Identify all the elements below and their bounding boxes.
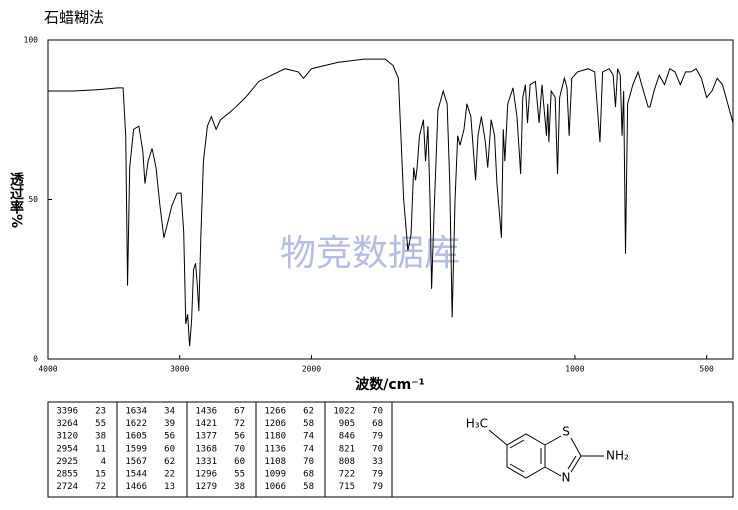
table-transmittance: 62 (164, 457, 175, 467)
table-transmittance: 55 (234, 470, 245, 480)
table-transmittance: 72 (95, 482, 106, 492)
table-transmittance: 23 (95, 407, 106, 417)
table-wavenumber: 846 (339, 432, 355, 442)
molecule-bonds (488, 429, 604, 479)
x-axis-label: 波数/cm⁻¹ (355, 376, 425, 393)
table-wavenumber: 1136 (264, 444, 286, 454)
table-transmittance: 4 (101, 457, 106, 467)
table-wavenumber: 821 (339, 444, 355, 454)
table-wavenumber: 1266 (264, 407, 286, 417)
table-wavenumber: 1622 (125, 419, 147, 429)
table-wavenumber: 1066 (264, 482, 286, 492)
table-transmittance: 72 (234, 419, 245, 429)
table-transmittance: 34 (164, 407, 175, 417)
watermark: 物竞数据库 (280, 233, 460, 274)
table-wavenumber: 1022 (333, 407, 355, 417)
table-transmittance: 79 (372, 432, 383, 442)
table-transmittance: 56 (164, 432, 175, 442)
table-transmittance: 70 (303, 457, 314, 467)
table-transmittance: 33 (372, 457, 383, 467)
y-tick-label: 100 (24, 36, 39, 45)
table-transmittance: 60 (164, 444, 175, 454)
sulfur-label: S (562, 425, 570, 439)
table-wavenumber: 808 (339, 457, 355, 467)
table-wavenumber: 2724 (56, 482, 78, 492)
table-wavenumber: 1544 (125, 470, 147, 480)
table-wavenumber: 1368 (195, 444, 217, 454)
table-wavenumber: 715 (339, 482, 355, 492)
table-transmittance: 39 (164, 419, 175, 429)
table-wavenumber: 1605 (125, 432, 147, 442)
y-tick-label: 50 (28, 195, 38, 204)
table-wavenumber: 905 (339, 419, 355, 429)
y-axis-label: 透过率% (8, 172, 24, 228)
table-wavenumber: 1421 (195, 419, 217, 429)
table-transmittance: 70 (372, 444, 383, 454)
table-wavenumber: 1206 (264, 419, 286, 429)
x-tick-label: 2000 (302, 365, 321, 374)
table-transmittance: 62 (303, 407, 314, 417)
chart-title: 石蜡糊法 (44, 9, 104, 27)
table-transmittance: 68 (303, 470, 314, 480)
table-wavenumber: 2954 (56, 444, 78, 454)
table-transmittance: 56 (234, 432, 245, 442)
table-wavenumber: 1099 (264, 470, 286, 480)
table-wavenumber: 2855 (56, 470, 78, 480)
table-wavenumber: 722 (339, 470, 355, 480)
x-tick-label: 1000 (565, 365, 584, 374)
table-wavenumber: 1567 (125, 457, 147, 467)
table-wavenumber: 3120 (56, 432, 78, 442)
table-wavenumber: 1108 (264, 457, 286, 467)
amine-label: NH₂ (606, 449, 629, 463)
x-tick-label: 3000 (170, 365, 189, 374)
table-wavenumber: 1377 (195, 432, 217, 442)
table-transmittance: 67 (234, 407, 245, 417)
table-transmittance: 79 (372, 482, 383, 492)
table-transmittance: 13 (164, 482, 175, 492)
table-transmittance: 58 (303, 419, 314, 429)
table-dividers (116, 402, 393, 497)
table-transmittance: 38 (95, 432, 106, 442)
table-transmittance: 70 (234, 444, 245, 454)
x-tick-label: 500 (699, 365, 714, 374)
table-transmittance: 68 (372, 419, 383, 429)
table-wavenumber: 1296 (195, 470, 217, 480)
table-wavenumber: 1634 (125, 407, 147, 417)
spectrum-line (48, 58, 734, 347)
table-wavenumber: 2925 (56, 457, 78, 467)
table-transmittance: 79 (372, 470, 383, 480)
table-wavenumber: 1180 (264, 432, 286, 442)
y-tick-label: 0 (33, 355, 38, 364)
table-transmittance: 15 (95, 470, 106, 480)
table-transmittance: 11 (95, 444, 106, 454)
table-wavenumber: 1466 (125, 482, 147, 492)
table-wavenumber: 3396 (56, 407, 78, 417)
table-wavenumber: 1599 (125, 444, 147, 454)
table-transmittance: 22 (164, 470, 175, 480)
table-frame (47, 401, 734, 498)
nitrogen-label: N (562, 471, 571, 485)
table-transmittance: 74 (303, 444, 314, 454)
plot-frame (47, 39, 734, 360)
table-wavenumber: 1331 (195, 457, 217, 467)
table-wavenumber: 1436 (195, 407, 217, 417)
table-transmittance: 38 (234, 482, 245, 492)
table-transmittance: 70 (372, 407, 383, 417)
table-transmittance: 60 (234, 457, 245, 467)
table-transmittance: 74 (303, 432, 314, 442)
table-wavenumber: 3264 (56, 419, 78, 429)
methyl-label: H₃C (466, 417, 488, 431)
table-wavenumber: 1279 (195, 482, 217, 492)
x-tick-label: 4000 (38, 365, 57, 374)
table-transmittance: 55 (95, 419, 106, 429)
table-transmittance: 58 (303, 482, 314, 492)
